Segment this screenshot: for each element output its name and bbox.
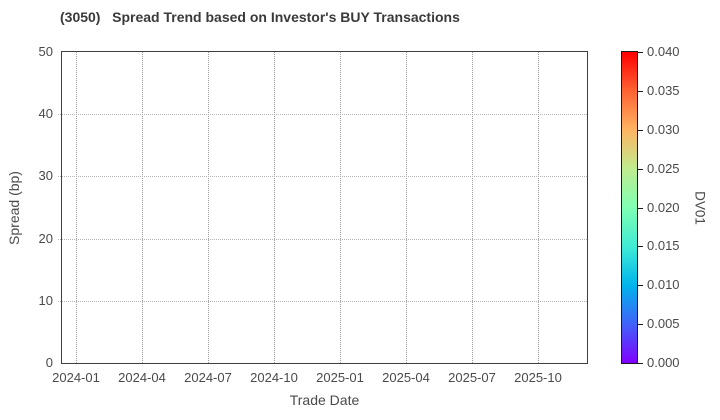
y-tick-label: 50 — [38, 44, 53, 59]
colorbar-tick-label: 0.005 — [647, 316, 680, 332]
colorbar-tick-mark — [638, 324, 643, 326]
x-grid-line — [538, 52, 539, 363]
y-grid-line — [58, 238, 587, 240]
colorbar-label: DV01 — [692, 191, 708, 225]
x-tick-label: 2024-07 — [184, 370, 232, 385]
x-grid-line — [208, 52, 209, 363]
colorbar-gradient — [621, 51, 638, 364]
x-grid-line — [76, 52, 77, 363]
colorbar-tick-mark — [638, 90, 643, 92]
x-axis-label: Trade Date — [289, 392, 360, 408]
x-tick-label: 2025-04 — [382, 370, 430, 385]
colorbar-tick-label: 0.015 — [647, 238, 680, 254]
colorbar-tick-mark — [638, 52, 643, 53]
y-tick-label: 40 — [38, 106, 53, 122]
colorbar-tick-label: 0.000 — [647, 355, 680, 370]
x-grid-line — [472, 52, 473, 363]
y-grid-line — [58, 114, 587, 116]
x-tick-label: 2025-01 — [316, 370, 364, 385]
colorbar-tick-label: 0.010 — [647, 277, 680, 293]
colorbar-tick-label: 0.030 — [647, 121, 680, 137]
y-tick-label: 0 — [45, 355, 53, 370]
x-grid-line — [340, 52, 341, 363]
x-tick-label: 2024-10 — [250, 370, 298, 385]
x-grid-line — [406, 52, 407, 363]
x-tick-label: 2024-04 — [118, 370, 166, 385]
colorbar-tick-label: 0.040 — [647, 44, 680, 59]
y-grid-line — [58, 300, 587, 302]
colorbar-tick-label: 0.025 — [647, 160, 680, 176]
x-grid-line — [274, 52, 275, 363]
colorbar-tick-mark — [638, 207, 643, 209]
plot-area — [58, 51, 588, 364]
y-tick-label: 20 — [38, 230, 53, 246]
y-grid-line — [58, 176, 587, 178]
colorbar-tick-mark — [638, 168, 643, 170]
y-tick-label: 10 — [38, 292, 53, 308]
y-tick-label: 30 — [38, 168, 53, 184]
colorbar-tick-mark — [638, 129, 643, 131]
colorbar-tick-label: 0.035 — [647, 82, 680, 98]
colorbar-tick-mark — [638, 363, 643, 364]
colorbar-tick-mark — [638, 285, 643, 287]
colorbar-tick-mark — [638, 246, 643, 248]
x-tick-label: 2025-10 — [514, 370, 562, 385]
x-tick-label: 2025-07 — [448, 370, 496, 385]
x-tick-label: 2024-01 — [52, 370, 100, 385]
x-grid-line — [142, 52, 143, 363]
colorbar-tick-label: 0.020 — [647, 199, 680, 215]
chart-title: (3050) Spread Trend based on Investor's … — [60, 9, 460, 25]
